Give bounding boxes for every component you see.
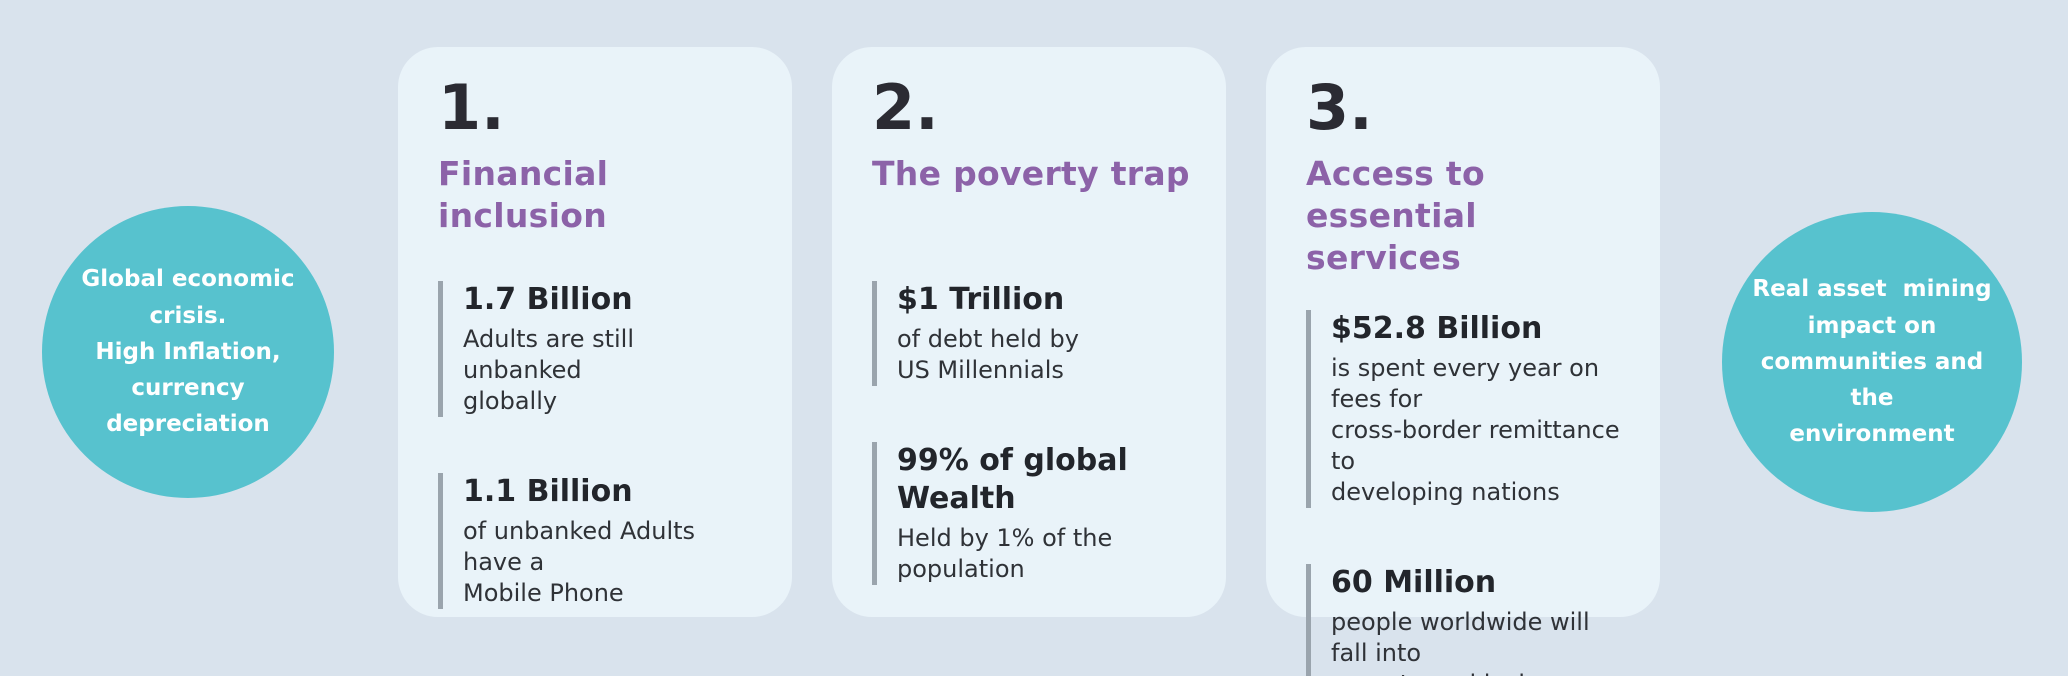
stat-block: $52.8 Billion is spent every year on fee…: [1306, 309, 1626, 508]
stat-block: 99% of global Wealth Held by 1% of the p…: [872, 442, 1192, 585]
stat-value: $1 Trillion: [897, 282, 1065, 317]
stat-description: of unbanked Adults have a Mobile Phone: [463, 517, 696, 607]
card-financial-inclusion: 1. Financial inclusion 1.7 Billion Adult…: [398, 47, 792, 617]
stat-value: 60 Million: [1331, 564, 1497, 600]
stat-description: Held by 1% of the population: [897, 524, 1113, 583]
cards-row: 1. Financial inclusion 1.7 Billion Adult…: [398, 47, 1660, 676]
stat-description: of debt held by US Millennials: [897, 325, 1079, 384]
stat-description: is spent every year on fees for cross-bo…: [1331, 353, 1620, 506]
stat-block: 1.1 Billion of unbanked Adults have a Mo…: [438, 473, 758, 609]
card-number: 2.: [872, 71, 939, 144]
right-circle-text: Real asset mining impact on communities …: [1752, 276, 1992, 448]
card-title: Financial inclusion: [438, 154, 609, 236]
stat-block: 1.7 Billion Adults are still unbanked gl…: [438, 281, 758, 417]
card-number: 3.: [1306, 71, 1373, 144]
stat-value: 99% of global Wealth: [897, 443, 1128, 516]
left-circle-text: Global economic crisis. High Inflation, …: [81, 266, 295, 438]
stat-value: 1.7 Billion: [463, 282, 633, 317]
left-circle: Global economic crisis. High Inflation, …: [42, 206, 334, 498]
stat-block: $1 Trillion of debt held by US Millennia…: [872, 281, 1192, 386]
card-poverty-trap: 2. The poverty trap $1 Trillion of debt …: [832, 47, 1226, 617]
stat-description: Adults are still unbanked globally: [463, 325, 635, 415]
stat-value: 1.1 Billion: [463, 474, 633, 509]
stat-value: $52.8 Billion: [1331, 310, 1543, 346]
card-number: 1.: [438, 71, 505, 144]
card-access-essential-services: 3. Access to essential services $52.8 Bi…: [1266, 47, 1660, 676]
stat-description: people worldwide will fall into poverty …: [1331, 607, 1621, 676]
right-circle: Real asset mining impact on communities …: [1722, 212, 2022, 512]
card-title: Access to essential services: [1306, 154, 1485, 278]
card-title: The poverty trap: [872, 154, 1190, 193]
stat-block: 60 Million people worldwide will fall in…: [1306, 563, 1626, 676]
